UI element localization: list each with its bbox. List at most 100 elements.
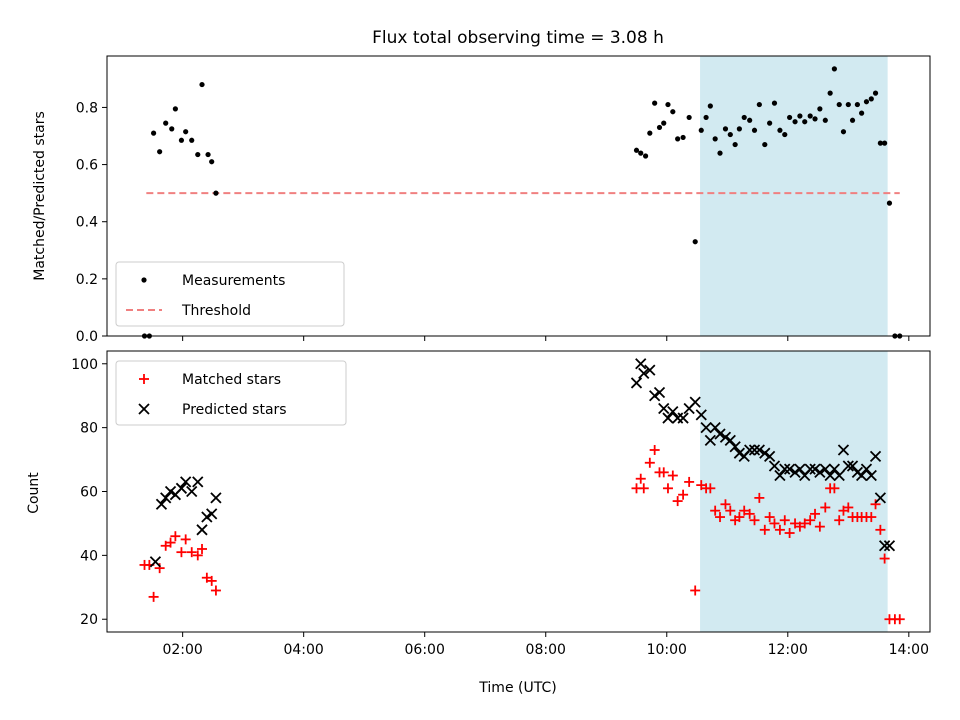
data-point-plus	[759, 524, 770, 535]
data-point	[741, 114, 747, 121]
data-point-plus	[678, 489, 689, 500]
data-point-x	[653, 386, 666, 399]
data-point	[707, 103, 713, 109]
data-point	[717, 150, 723, 156]
data-point-x	[814, 466, 826, 478]
data-point-x	[819, 463, 831, 475]
y-tick-label: 40	[80, 548, 98, 564]
legend-marker	[141, 277, 147, 283]
data-point	[189, 137, 195, 143]
y-tick-label: 0.6	[76, 158, 98, 174]
data-point	[633, 147, 640, 153]
data-point-plus	[866, 512, 877, 523]
data-point	[782, 131, 788, 138]
data-point-x	[824, 469, 836, 482]
data-point	[686, 114, 692, 121]
data-point	[822, 117, 828, 123]
data-point	[762, 141, 768, 148]
data-point-plus	[690, 585, 701, 596]
data-point-x	[160, 492, 172, 504]
data-point-x	[709, 421, 721, 434]
data-point-plus	[749, 515, 760, 526]
data-point-x	[649, 390, 661, 402]
legend-label: Predicted stars	[182, 402, 287, 418]
data-point-plus	[638, 483, 649, 494]
bottom-y-axis-label: Count	[26, 472, 42, 514]
data-point-x	[833, 469, 845, 482]
y-tick-label: 100	[71, 357, 98, 373]
data-point	[747, 117, 753, 123]
data-point-plus	[805, 515, 816, 526]
x-tick-label: 06:00	[405, 642, 445, 658]
data-point-plus	[206, 575, 217, 586]
data-point-plus	[829, 483, 840, 494]
data-point	[652, 100, 658, 106]
data-point-x	[783, 463, 796, 475]
data-point	[172, 106, 178, 112]
data-point-x	[180, 476, 192, 488]
data-point-x	[658, 402, 670, 415]
data-point	[787, 114, 793, 121]
data-point	[836, 101, 842, 108]
data-point-plus	[820, 502, 831, 513]
data-point	[209, 159, 215, 165]
data-point	[692, 239, 698, 245]
data-point	[213, 190, 219, 196]
data-point-x	[630, 377, 643, 389]
data-point	[675, 136, 681, 142]
data-point-x	[753, 444, 765, 456]
legend: Measurements Threshold	[115, 261, 345, 327]
data-point	[882, 140, 888, 146]
data-point-x	[860, 463, 873, 475]
data-point-x	[883, 540, 896, 552]
data-point-x	[774, 469, 786, 482]
data-point-x	[759, 447, 771, 459]
data-point	[150, 130, 157, 136]
data-point	[157, 149, 163, 155]
data-point-x	[689, 396, 701, 408]
legend: Matched stars Predicted stars	[115, 360, 347, 426]
legend-label: Threshold	[181, 303, 251, 319]
data-point	[807, 113, 813, 119]
data-point-x	[186, 485, 198, 498]
data-point	[863, 99, 870, 105]
x-tick-label: 10:00	[647, 642, 687, 658]
data-point-plus	[799, 518, 810, 529]
data-point-plus	[710, 505, 721, 516]
x-tick-label: 04:00	[283, 642, 323, 658]
data-point	[812, 116, 818, 122]
data-point-plus	[870, 499, 881, 510]
shaded-region	[700, 351, 888, 632]
y-tick-label: 0.2	[76, 272, 98, 288]
x-tick-label: 12:00	[768, 642, 808, 658]
series-layer	[141, 66, 903, 339]
data-point-x	[192, 476, 204, 488]
data-point	[840, 129, 847, 135]
data-point-plus	[739, 505, 750, 516]
data-point-x	[724, 434, 736, 447]
data-point-x	[869, 450, 882, 463]
data-point-plus	[894, 614, 905, 625]
data-point-x	[878, 540, 891, 552]
data-point-x	[704, 434, 716, 447]
data-point	[680, 134, 686, 141]
data-point-x	[837, 444, 850, 456]
data-point	[802, 119, 808, 125]
y-tick-label: 0.8	[76, 100, 98, 116]
data-point-x	[865, 469, 877, 482]
data-point	[777, 127, 783, 133]
data-point	[722, 126, 729, 132]
data-point	[767, 120, 773, 126]
chart-title: Flux total observing time = 3.08 h	[372, 28, 664, 48]
data-point	[854, 101, 860, 108]
y-tick-label: 60	[80, 485, 98, 501]
y-tick-label: 20	[80, 612, 98, 628]
data-point	[647, 130, 653, 136]
data-point	[732, 141, 738, 148]
data-point	[656, 124, 663, 131]
top-y-axis-label: Matched/Predicted stars	[32, 111, 48, 281]
data-point-plus	[667, 470, 678, 481]
data-point-plus	[879, 553, 890, 564]
data-point-plus	[635, 473, 646, 484]
